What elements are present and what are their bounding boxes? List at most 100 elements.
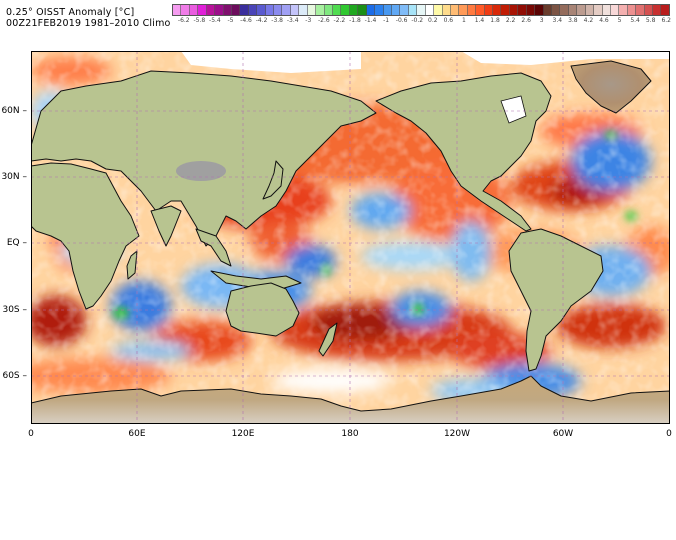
land-australia: [225, 282, 300, 337]
colorbar-swatch: [383, 5, 392, 15]
colorbar-swatch: [316, 5, 325, 15]
colorbar-tick-label: -0.6: [395, 17, 408, 24]
colorbar-tick-label: -4.6: [240, 17, 252, 24]
latitude-label: 30N –: [1, 172, 27, 182]
colorbar-swatch: [189, 5, 199, 15]
colorbar-swatch: [198, 5, 207, 15]
colorbar-swatch: [493, 5, 502, 15]
colorbar-swatch: [619, 5, 628, 15]
colorbar-swatch: [290, 5, 300, 15]
colorbar-tick-label: -3: [305, 17, 312, 24]
land-indonesia: [210, 270, 302, 290]
arctic-ice-eurasia: [181, 51, 361, 73]
colorbar-swatch: [408, 5, 418, 15]
colorbar-swatch: [535, 5, 544, 15]
colorbar-swatch: [476, 5, 485, 15]
colorbar-tick-label: 3: [539, 17, 544, 24]
colorbar-swatch: [375, 5, 384, 15]
colorbar-swatch: [661, 5, 669, 15]
colorbar-swatch: [636, 5, 645, 15]
longitude-label: 180: [341, 429, 359, 439]
colorbar-swatch: [173, 5, 182, 15]
colorbar-tick-label: 3.8: [568, 17, 578, 24]
land-antarctica: [31, 375, 670, 424]
colorbar-swatch: [341, 5, 350, 15]
colorbar-swatch: [358, 5, 367, 15]
colorbar-swatch: [484, 5, 494, 15]
colorbar-swatch: [526, 5, 536, 15]
colorbar-swatch: [206, 5, 216, 15]
land-new-zealand: [318, 322, 338, 357]
latitude-label: 60N –: [1, 106, 27, 116]
colorbar-tick-label: -6.2: [177, 17, 190, 24]
longitude-label: 120E: [231, 429, 255, 439]
colorbar-tick-label: -3.4: [286, 17, 299, 24]
latitude-label: EQ –: [6, 238, 27, 248]
colorbar-swatch: [248, 5, 258, 15]
colorbar-swatch: [577, 5, 586, 15]
map-subtitle-date-climo: 00Z21FEB2019 1981–2010 Climo: [6, 18, 171, 29]
colorbar-swatch: [450, 5, 460, 15]
colorbar-swatch: [324, 5, 334, 15]
colorbar-tick-label: 5.4: [630, 17, 640, 24]
colorbar-swatch: [274, 5, 283, 15]
colorbar-swatch: [307, 5, 317, 15]
land-madagascar: [126, 250, 138, 280]
colorbar-swatch: [400, 5, 409, 15]
colorbar-swatch: [467, 5, 477, 15]
colorbar-swatch: [442, 5, 451, 15]
land-japan: [262, 160, 284, 200]
colorbar-tick-label: -1.8: [349, 17, 361, 24]
arctic-ice-america: [461, 51, 670, 65]
colorbar-swatch: [568, 5, 578, 15]
colorbar-swatch: [231, 5, 241, 15]
colorbar-swatch: [349, 5, 359, 15]
colorbar-tick-label: -5.8: [193, 17, 206, 24]
colorbar-swatch: [627, 5, 637, 15]
colorbar-tick-label: 4.6: [599, 17, 609, 24]
colorbar-tick-label: -0.2: [411, 17, 424, 24]
colorbar-tick-label: 6.2: [661, 17, 671, 24]
colorbar-swatch: [509, 5, 519, 15]
latitude-label: 60S –: [2, 371, 27, 381]
colorbar-swatch: [610, 5, 620, 15]
colorbar-tick-label: -1: [383, 17, 390, 24]
colorbar-swatch: [223, 5, 232, 15]
colorbar-swatch: [551, 5, 561, 15]
longitude-label: 120W: [443, 429, 471, 439]
land-greenland: [570, 60, 652, 114]
colorbar-swatch: [417, 5, 426, 15]
colorbar-swatch: [653, 5, 662, 15]
colorbar-tick-label: 5: [617, 17, 622, 24]
colorbar-tick-label: -1.4: [364, 17, 377, 24]
colorbar-swatch: [594, 5, 603, 15]
colorbar-swatch: [560, 5, 569, 15]
colorbar-tick-label: -4.2: [255, 17, 268, 24]
colorbar-swatch: [459, 5, 468, 15]
colorbar-swatch: [585, 5, 595, 15]
map-canvas: [31, 51, 670, 424]
tibet-plateau: [176, 161, 226, 181]
graticule: [31, 51, 670, 424]
land-se-asia: [195, 228, 232, 267]
colorbar-tick-label: -2.2: [333, 17, 346, 24]
colorbar-tick-label: 4.2: [583, 17, 594, 24]
colorbar-swatch: [366, 5, 376, 15]
colorbar-tick-label: 1: [461, 17, 466, 24]
colorbar-swatch: [282, 5, 291, 15]
colorbar-swatch: [434, 5, 443, 15]
colorbar-tick-label: 1.4: [474, 17, 485, 24]
map-title: 0.25° OISST Anomaly [°C]: [6, 7, 135, 18]
colorbar-tick-labels: -6.2 -5.8 -5.4 -5 -4.6 -4.2 -3.8 -3.4 -3 -2.6 -2.2…: [172, 17, 671, 26]
colorbar-swatch: [215, 5, 224, 15]
colorbar-tick-label: -5: [227, 17, 234, 24]
colorbar-swatch: [257, 5, 266, 15]
latitude-label: 30S –: [2, 305, 27, 315]
colorbar-tick-label: 0.2: [428, 17, 438, 24]
longitude-label: 60E: [128, 429, 146, 439]
colorbar-legend: [172, 4, 670, 16]
colorbar-swatch: [299, 5, 308, 15]
colorbar-swatch: [181, 5, 190, 15]
colorbar-tick-label: 1.8: [490, 17, 500, 24]
colorbar-tick-label: 2.6: [521, 17, 531, 24]
